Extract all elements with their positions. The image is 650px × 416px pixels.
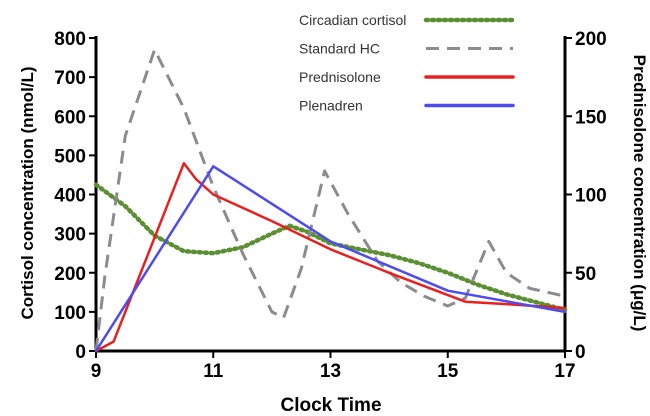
- y-left-tick-label: 700: [54, 68, 86, 89]
- x-tick-label: 9: [91, 361, 102, 382]
- legend-label-prednisolone: Prednisolone: [299, 69, 381, 85]
- legend-label-plenadren: Plenadren: [299, 98, 363, 114]
- x-tick-label: 15: [437, 361, 459, 382]
- chart-axes: 0 100 200 300 400 500 600 700 800 0 50 100 150 200 9 11…: [54, 29, 606, 382]
- legend-label-standard-hc: Standard HC: [299, 41, 380, 57]
- x-tick-label: 13: [320, 361, 341, 382]
- y-right-tick-label: 100: [575, 186, 607, 207]
- series-line-prednisolone: [94, 161, 567, 353]
- y-right-tick-label: 0: [575, 342, 586, 363]
- y-axis-left-title: Cortisol concentration (nmol/L): [18, 66, 37, 319]
- y-left-tick-label: 500: [54, 146, 86, 167]
- y-left-tick-label: 800: [54, 29, 86, 50]
- series-line-circadian-cortisol: [93, 182, 568, 313]
- y-left-tick-label: 100: [54, 303, 86, 324]
- y-right-tick-label: 150: [575, 107, 607, 128]
- y-right-tick-label: 50: [575, 264, 596, 285]
- y-left-tick-label: 300: [54, 225, 86, 246]
- series-line-plenadren: [94, 165, 567, 353]
- x-tick-label: 11: [203, 361, 224, 382]
- x-tick-label: 17: [554, 361, 575, 382]
- series-line-standard-hc: [94, 48, 566, 352]
- y-left-tick-label: 400: [54, 186, 86, 207]
- legend-label-circadian-cortisol: Circadian cortisol: [299, 12, 406, 28]
- y-left-tick-label: 600: [54, 107, 86, 128]
- y-right-tick-label: 200: [575, 29, 607, 50]
- chart-legend: Circadian cortisol Standard HC Prednisolon…: [299, 12, 516, 114]
- x-axis-title: Clock Time: [280, 395, 381, 416]
- y-left-tick-label: 0: [75, 342, 86, 363]
- series-lines: [93, 48, 568, 353]
- y-left-tick-label: 200: [54, 264, 86, 285]
- y-axis-right-title: Prednisolone concentration (μg/L): [630, 55, 649, 332]
